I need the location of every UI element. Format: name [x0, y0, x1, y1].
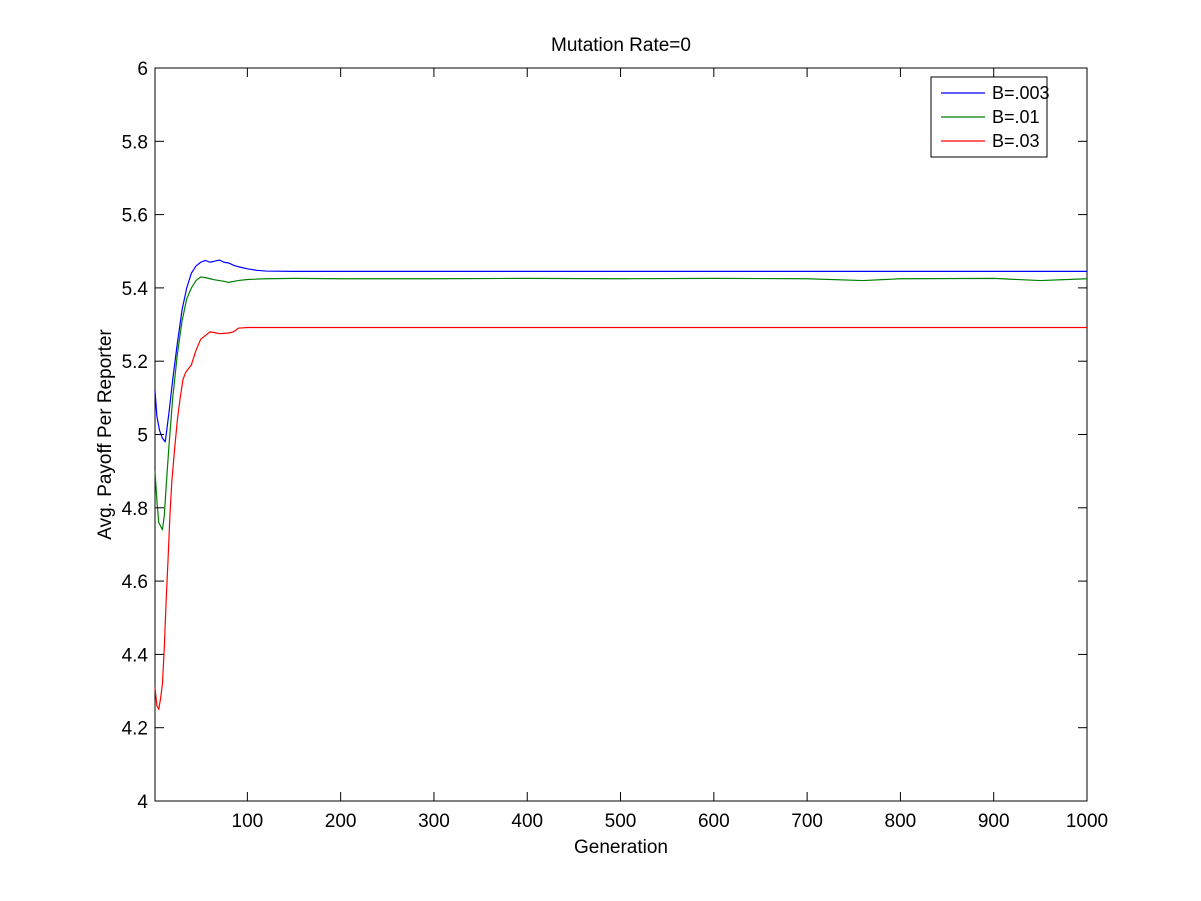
x-tick-label: 1000 — [1066, 811, 1108, 832]
y-tick-label: 4.8 — [122, 499, 148, 520]
y-tick-label: 5.6 — [122, 206, 148, 227]
y-tick-label: 4.4 — [122, 645, 149, 666]
x-tick-label: 900 — [978, 811, 1010, 832]
plot-area — [154, 67, 1088, 802]
legend-label-1: B=.003 — [992, 83, 1050, 103]
x-axis-label: Generation — [574, 837, 668, 858]
y-tick-label: 4.6 — [122, 572, 148, 593]
y-tick-label: 4.2 — [122, 719, 148, 740]
legend-label-3: B=.03 — [992, 131, 1040, 151]
chart-title: Mutation Rate=0 — [551, 35, 691, 56]
x-tick-label: 400 — [511, 811, 543, 832]
series-line-3 — [154, 326, 1087, 710]
y-tick-label: 5.8 — [122, 132, 148, 153]
legend: B=.003 B=.01 B=.03 — [930, 76, 1050, 158]
x-tick-label: 300 — [418, 811, 450, 832]
x-tick-label: 100 — [232, 811, 264, 832]
ticks-layer: 100 200 300 400 500 600 700 800 900 1000 4 4.2 4.4 4.… — [122, 59, 1109, 832]
series-line-1 — [154, 259, 1087, 443]
x-tick-label: 500 — [605, 811, 637, 832]
y-tick-label: 4 — [137, 792, 148, 813]
x-tick-label: 700 — [791, 811, 823, 832]
y-tick-label: 6 — [137, 59, 148, 80]
y-tick-label: 5.4 — [122, 279, 149, 300]
legend-label-2: B=.01 — [992, 107, 1040, 127]
x-tick-label: 800 — [885, 811, 917, 832]
x-tick-label: 600 — [698, 811, 730, 832]
y-tick-label: 5 — [137, 426, 148, 447]
series-line-2 — [154, 276, 1088, 531]
series-layer — [154, 259, 1088, 710]
y-tick-label: 5.2 — [122, 352, 148, 373]
x-tick-label: 200 — [325, 811, 357, 832]
y-axis-label: Avg. Payoff Per Reporter — [95, 329, 116, 540]
